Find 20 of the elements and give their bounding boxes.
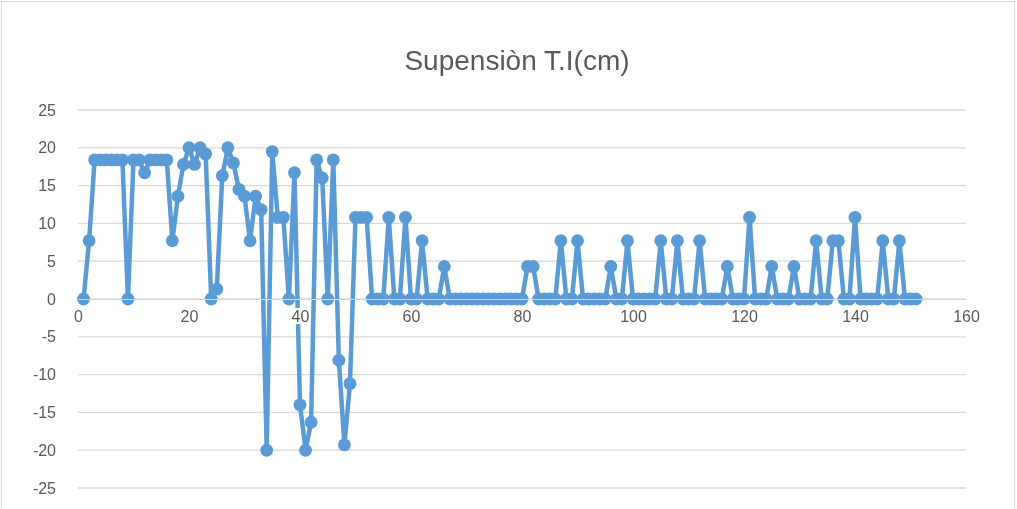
y-tick-label: 10 (38, 215, 57, 233)
y-tick-label: -10 (32, 366, 57, 384)
y-tick-label: -15 (32, 404, 57, 422)
y-tick-label: 0 (47, 290, 57, 308)
x-tick-label: 20 (180, 308, 199, 326)
y-tick-label: -5 (41, 328, 57, 346)
chart-title: Supensiòn T.I(cm) (404, 45, 630, 76)
y-tick-label: -20 (32, 441, 57, 459)
y-tick-label: 25 (38, 101, 57, 119)
x-tick-label: 140 (842, 308, 869, 326)
y-tick-label: -25 (32, 479, 57, 497)
x-tick-label: 80 (513, 308, 532, 326)
x-tick-label: 0 (74, 308, 84, 326)
x-tick-label: 160 (953, 308, 980, 326)
x-tick-label: 100 (620, 308, 647, 326)
x-tick-label: 120 (731, 308, 758, 326)
y-tick-label: 15 (38, 177, 57, 195)
x-tick-label: 60 (402, 308, 421, 326)
y-tick-label: 20 (38, 139, 57, 157)
y-tick-label: 5 (47, 252, 57, 270)
